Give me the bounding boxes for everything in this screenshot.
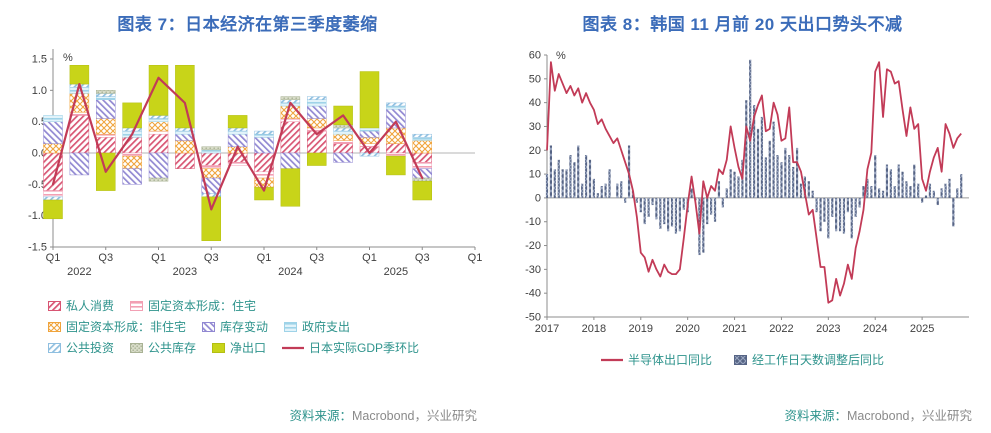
svg-text:1.0: 1.0 xyxy=(31,85,46,97)
legend-label-series-7: 净出口 xyxy=(230,341,267,355)
legend-label-semiconductor-line: 半导体出口同比 xyxy=(627,353,712,367)
source-label-japan: 资料来源： xyxy=(289,409,352,423)
legend-item-adjusted-bars: 经工作日天数调整后同比 xyxy=(734,351,884,368)
svg-text:-10: -10 xyxy=(525,216,541,228)
legend-item-series-7: 净出口 xyxy=(212,339,266,356)
legend-item-series-0: 私人消费 xyxy=(48,297,114,314)
svg-text:-1.0: -1.0 xyxy=(28,210,47,222)
legend-item-series-3: 库存变动 xyxy=(202,318,268,335)
svg-text:2019: 2019 xyxy=(628,323,652,335)
source-value-korea: Macrobond，兴业研究 xyxy=(846,409,972,423)
legend-label-series-3: 库存变动 xyxy=(220,320,269,334)
legend-label-adjusted-bars: 经工作日天数调整后同比 xyxy=(752,353,885,367)
series-swatch xyxy=(48,300,61,311)
svg-text:Q1: Q1 xyxy=(256,252,271,264)
svg-text:Q1: Q1 xyxy=(151,252,166,264)
svg-text:2022: 2022 xyxy=(67,266,91,278)
svg-text:0.0: 0.0 xyxy=(31,148,46,160)
chart-title-japan: 图表 7：日本经济在第三季度萎缩 xyxy=(117,15,378,34)
series-swatch xyxy=(130,300,144,311)
svg-text:%: % xyxy=(556,50,566,62)
svg-text:%: % xyxy=(63,52,73,64)
legend-label-series-2: 固定资本形成：非住宅 xyxy=(66,320,187,334)
legend-item-series-5: 公共投资 xyxy=(48,339,114,356)
svg-text:-50: -50 xyxy=(525,312,541,324)
svg-text:-0.5: -0.5 xyxy=(28,179,47,191)
legend-item-series-2: 固定资本形成：非住宅 xyxy=(48,318,186,335)
svg-text:Q3: Q3 xyxy=(414,252,429,264)
legend-label-series-0: 私人消费 xyxy=(66,299,115,313)
gdp-line-swatch xyxy=(282,346,305,349)
svg-text:2025: 2025 xyxy=(909,323,933,335)
source-note-korea: 资料来源：Macrobond，兴业研究 xyxy=(784,405,972,424)
legend-label-series-5: 公共投资 xyxy=(66,341,115,355)
svg-text:2021: 2021 xyxy=(722,323,746,335)
legend-item-series-6: 公共库存 xyxy=(130,339,196,356)
svg-text:Q1: Q1 xyxy=(362,252,377,264)
svg-text:30: 30 xyxy=(528,121,540,133)
source-value-japan: Macrobond，兴业研究 xyxy=(351,409,477,423)
svg-text:-40: -40 xyxy=(525,288,541,300)
svg-text:0.5: 0.5 xyxy=(31,116,46,128)
legend-item-semiconductor-line: 半导体出口同比 xyxy=(600,351,712,368)
svg-text:-20: -20 xyxy=(525,240,541,252)
legend-label-series-6: 公共库存 xyxy=(148,341,197,355)
svg-text:10: 10 xyxy=(528,169,540,181)
series-swatch xyxy=(130,342,144,353)
legend-label-series-1: 固定资本形成：住宅 xyxy=(148,299,257,313)
series-swatch xyxy=(48,342,61,353)
svg-text:2024: 2024 xyxy=(278,266,302,278)
svg-text:Q3: Q3 xyxy=(98,252,113,264)
chart-title-korea: 图表 8：韩国 11 月前 20 天出口势头不减 xyxy=(582,15,903,34)
source-note-japan: 资料来源：Macrobond，兴业研究 xyxy=(289,405,477,424)
legend-label-gdp-line: 日本实际GDP季环比 xyxy=(309,341,420,355)
korea-chart-legend: 半导体出口同比 经工作日天数调整后同比 xyxy=(495,351,990,368)
svg-text:2022: 2022 xyxy=(769,323,793,335)
svg-text:Q1: Q1 xyxy=(45,252,60,264)
svg-text:60: 60 xyxy=(528,50,540,62)
svg-text:40: 40 xyxy=(528,97,540,109)
svg-text:Q1: Q1 xyxy=(467,252,482,264)
svg-text:2018: 2018 xyxy=(581,323,605,335)
japan-chart-legend: 私人消费 固定资本形成：住宅固定资本形成：非住宅 库存变动 政府支出公共投资 公共库存 净… xyxy=(48,297,495,356)
legend-label-series-4: 政府支出 xyxy=(302,320,351,334)
svg-text:2025: 2025 xyxy=(383,266,407,278)
svg-text:2023: 2023 xyxy=(816,323,840,335)
korea-exports-bar-line-chart: -50 -40 -30 -20 -10 0 10 20 30 40 50 60 % 2017 2018 201… xyxy=(525,50,969,335)
legend-item-series-4: 政府支出 xyxy=(284,318,350,335)
svg-text:50: 50 xyxy=(528,73,540,85)
japan-gdp-stacked-bar-chart: 1.5 1.0 0.5 0.0 -0.5 -1.0 -1.5% Q1 Q3 Q1 Q3 Q1 Q3 Q1 Q… xyxy=(28,49,482,278)
series-swatch xyxy=(202,321,216,332)
svg-text:2024: 2024 xyxy=(862,323,886,335)
svg-text:2020: 2020 xyxy=(675,323,699,335)
svg-text:Q3: Q3 xyxy=(309,252,324,264)
svg-text:Q3: Q3 xyxy=(203,252,218,264)
svg-text:2017: 2017 xyxy=(534,323,558,335)
svg-text:2023: 2023 xyxy=(172,266,196,278)
series-swatch xyxy=(284,321,298,332)
panel-japan-gdp: 图表 7：日本经济在第三季度萎缩 1.5 1.0 0.5 0.0 -0.5 -1.0 -1.… xyxy=(0,0,495,433)
semiconductor-line-swatch xyxy=(600,358,623,361)
svg-text:1.5: 1.5 xyxy=(31,54,46,66)
source-label-korea: 资料来源： xyxy=(784,409,847,423)
svg-text:0: 0 xyxy=(534,192,540,204)
series-swatch xyxy=(212,342,226,353)
series-swatch xyxy=(48,321,61,332)
legend-item-series-1: 固定资本形成：住宅 xyxy=(130,297,256,314)
svg-text:20: 20 xyxy=(528,145,540,157)
svg-text:-30: -30 xyxy=(525,264,541,276)
legend-item-gdp-line: 日本实际GDP季环比 xyxy=(282,339,419,356)
panel-korea-exports: 图表 8：韩国 11 月前 20 天出口势头不减 -50 -40 -30 -20 -10… xyxy=(495,0,990,433)
svg-text:-1.5: -1.5 xyxy=(28,242,47,254)
adjusted-bars-swatch xyxy=(734,354,747,365)
